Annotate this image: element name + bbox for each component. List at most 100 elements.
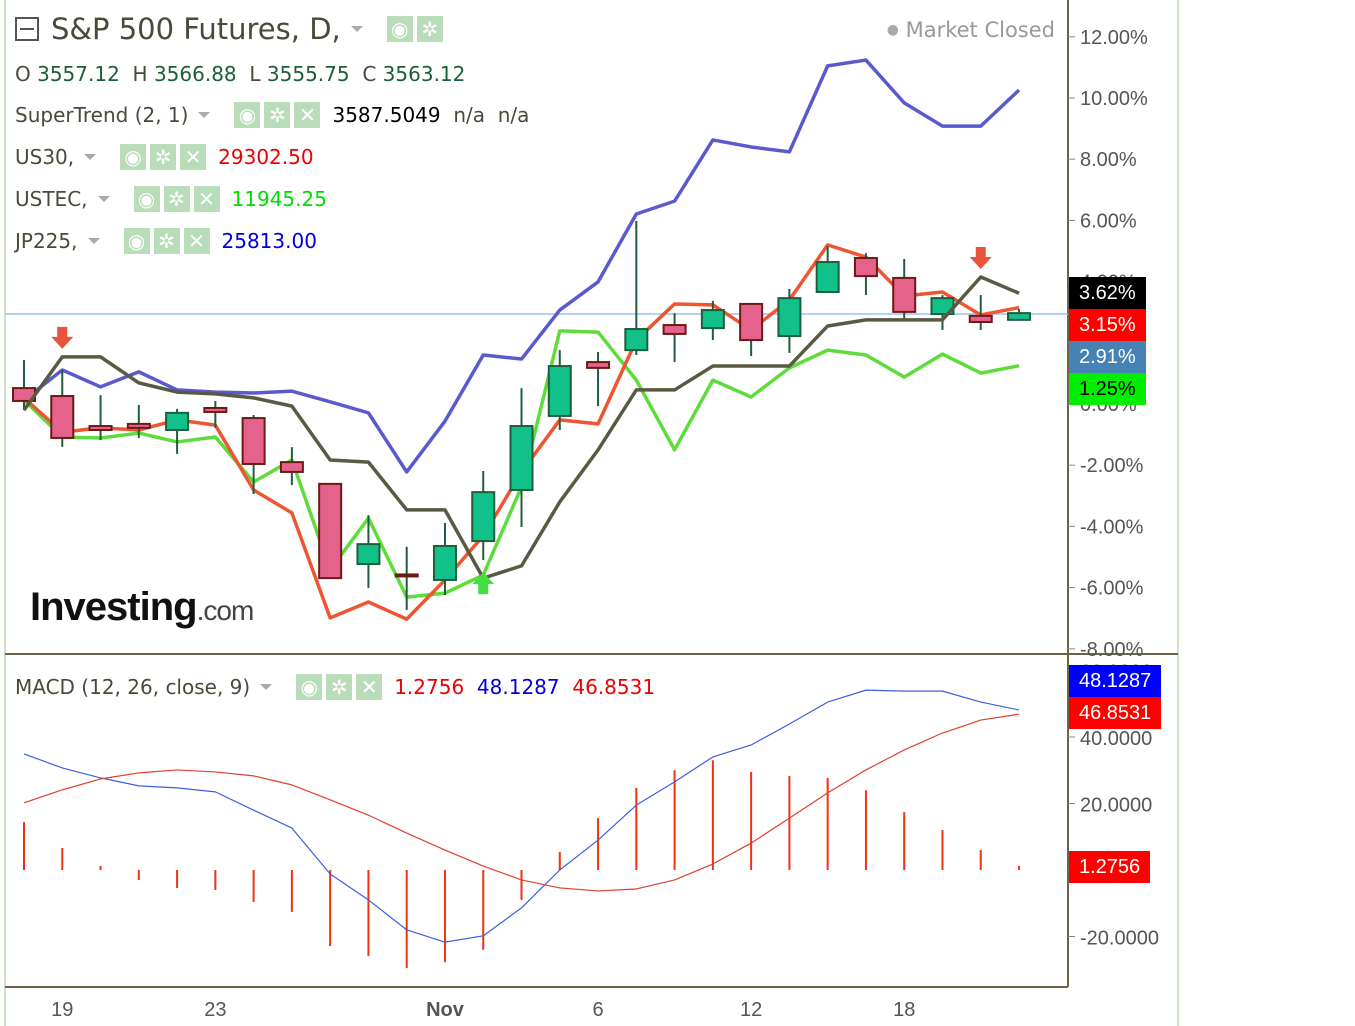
indicator-macd: MACD (12, 26, close, 9) ◉ ✲ ✕ 1.2756 48.12…: [15, 674, 655, 700]
visibility-eye-icon[interactable]: ◉: [133, 186, 160, 212]
chevron-down-icon[interactable]: [87, 238, 100, 244]
macd-y-tick-label: 20.0000: [1080, 795, 1152, 817]
macd-signal-line: [23, 713, 1020, 892]
indicator-us30: US30, ◉ ✲ ✕ 29302.50: [15, 144, 314, 170]
close-icon[interactable]: ✕: [193, 186, 220, 212]
candle-body: [509, 425, 534, 491]
chart-title: S&P 500 Futures, D,: [51, 12, 341, 46]
candle-body: [126, 422, 151, 429]
visibility-eye-icon[interactable]: ◉: [120, 144, 147, 170]
candle: [12, 359, 36, 411]
candle-body: [624, 328, 649, 352]
indicator-value: 11945.25: [231, 187, 327, 211]
y-tick-label: 6.00%: [1080, 210, 1137, 232]
candle: [432, 523, 457, 595]
close-icon[interactable]: ✕: [294, 102, 321, 128]
candle-body: [892, 276, 917, 313]
candle: [930, 295, 955, 330]
candle-body: [662, 324, 687, 335]
candle-body: [241, 417, 266, 465]
visibility-eye-icon[interactable]: ◉: [296, 674, 323, 700]
indicator-name: JP225,: [15, 229, 78, 253]
candle-body: [50, 395, 75, 439]
macd-tag: 1.2756: [1069, 851, 1151, 883]
candle: [126, 404, 151, 438]
visibility-eye-icon[interactable]: ◉: [386, 16, 413, 42]
buy-arrow-icon: [472, 572, 495, 595]
indicator-value: 29302.50: [218, 145, 314, 169]
open-label: O: [15, 62, 31, 86]
close-icon[interactable]: ✕: [356, 674, 383, 700]
chart-title-row: S&P 500 Futures, D, ◉ ✲: [15, 12, 447, 46]
gear-icon[interactable]: ✲: [163, 186, 190, 212]
candle-body: [586, 361, 611, 369]
candle-body: [815, 261, 840, 294]
high-label: H: [132, 62, 148, 86]
open-value: 3557.12: [37, 62, 120, 86]
y-tick-label: -4.00%: [1080, 516, 1144, 538]
candle-body: [279, 461, 304, 473]
macd-line: [23, 689, 1020, 943]
x-tick-label: 6: [592, 999, 603, 1021]
price-tag: 3.15%: [1069, 309, 1146, 341]
price-tag: 3.62%: [1069, 277, 1146, 309]
candle: [394, 546, 419, 610]
indicator-value: 25813.00: [221, 229, 317, 253]
chevron-down-icon[interactable]: [84, 154, 97, 160]
chevron-down-icon[interactable]: [198, 112, 211, 118]
x-tick-label: 12: [740, 999, 762, 1021]
gear-icon[interactable]: ✲: [416, 16, 443, 42]
chevron-down-icon[interactable]: [350, 26, 363, 32]
candle-body: [1007, 312, 1032, 321]
gear-icon[interactable]: ✲: [150, 144, 177, 170]
candle-body: [203, 406, 228, 413]
candle-body: [853, 257, 878, 278]
candle-body: [471, 491, 496, 543]
candle: [739, 302, 764, 356]
candle: [1007, 309, 1032, 321]
visibility-eye-icon[interactable]: ◉: [123, 228, 150, 254]
candle: [165, 408, 190, 454]
y-tick-label: 8.00%: [1080, 149, 1137, 171]
market-status-text: Market Closed: [905, 18, 1055, 42]
gear-icon[interactable]: ✲: [264, 102, 291, 128]
candle: [279, 447, 304, 486]
candle: [700, 300, 725, 341]
low-value: 3555.75: [266, 62, 350, 86]
candle-body: [394, 573, 419, 578]
candle-body: [318, 482, 343, 580]
candle: [624, 221, 649, 356]
candle-body: [777, 297, 802, 338]
visibility-eye-icon[interactable]: ◉: [234, 102, 261, 128]
candle: [471, 471, 496, 561]
candle: [815, 246, 840, 294]
candle: [547, 350, 572, 431]
candle: [241, 415, 266, 494]
candle-body: [739, 302, 764, 342]
jp225-line: [22, 58, 1021, 474]
chevron-down-icon[interactable]: [260, 684, 273, 690]
x-tick-label: 19: [51, 999, 73, 1021]
collapse-icon[interactable]: [15, 17, 39, 41]
close-icon[interactable]: ✕: [180, 144, 207, 170]
close-value: 3563.12: [382, 62, 466, 86]
x-tick-label: 23: [204, 999, 226, 1021]
y-tick-label: -2.00%: [1080, 455, 1144, 477]
close-icon[interactable]: ✕: [183, 228, 210, 254]
indicator-value-3: n/a: [497, 103, 530, 127]
gear-icon[interactable]: ✲: [326, 674, 353, 700]
candle: [892, 258, 917, 320]
indicator-value-2: n/a: [453, 103, 486, 127]
chevron-down-icon[interactable]: [97, 196, 110, 202]
candle: [318, 482, 343, 580]
indicator-name: US30,: [15, 145, 75, 169]
candle-body: [356, 543, 381, 566]
gear-icon[interactable]: ✲: [153, 228, 180, 254]
candle: [356, 515, 381, 588]
indicator-jp225: JP225, ◉ ✲ ✕ 25813.00: [15, 228, 317, 254]
high-value: 3566.88: [153, 62, 237, 86]
sell-arrow-icon: [969, 247, 992, 270]
indicator-name: USTEC,: [15, 187, 88, 211]
investing-logo: Investing.com: [30, 585, 254, 629]
y-tick-label: -6.00%: [1080, 578, 1144, 600]
